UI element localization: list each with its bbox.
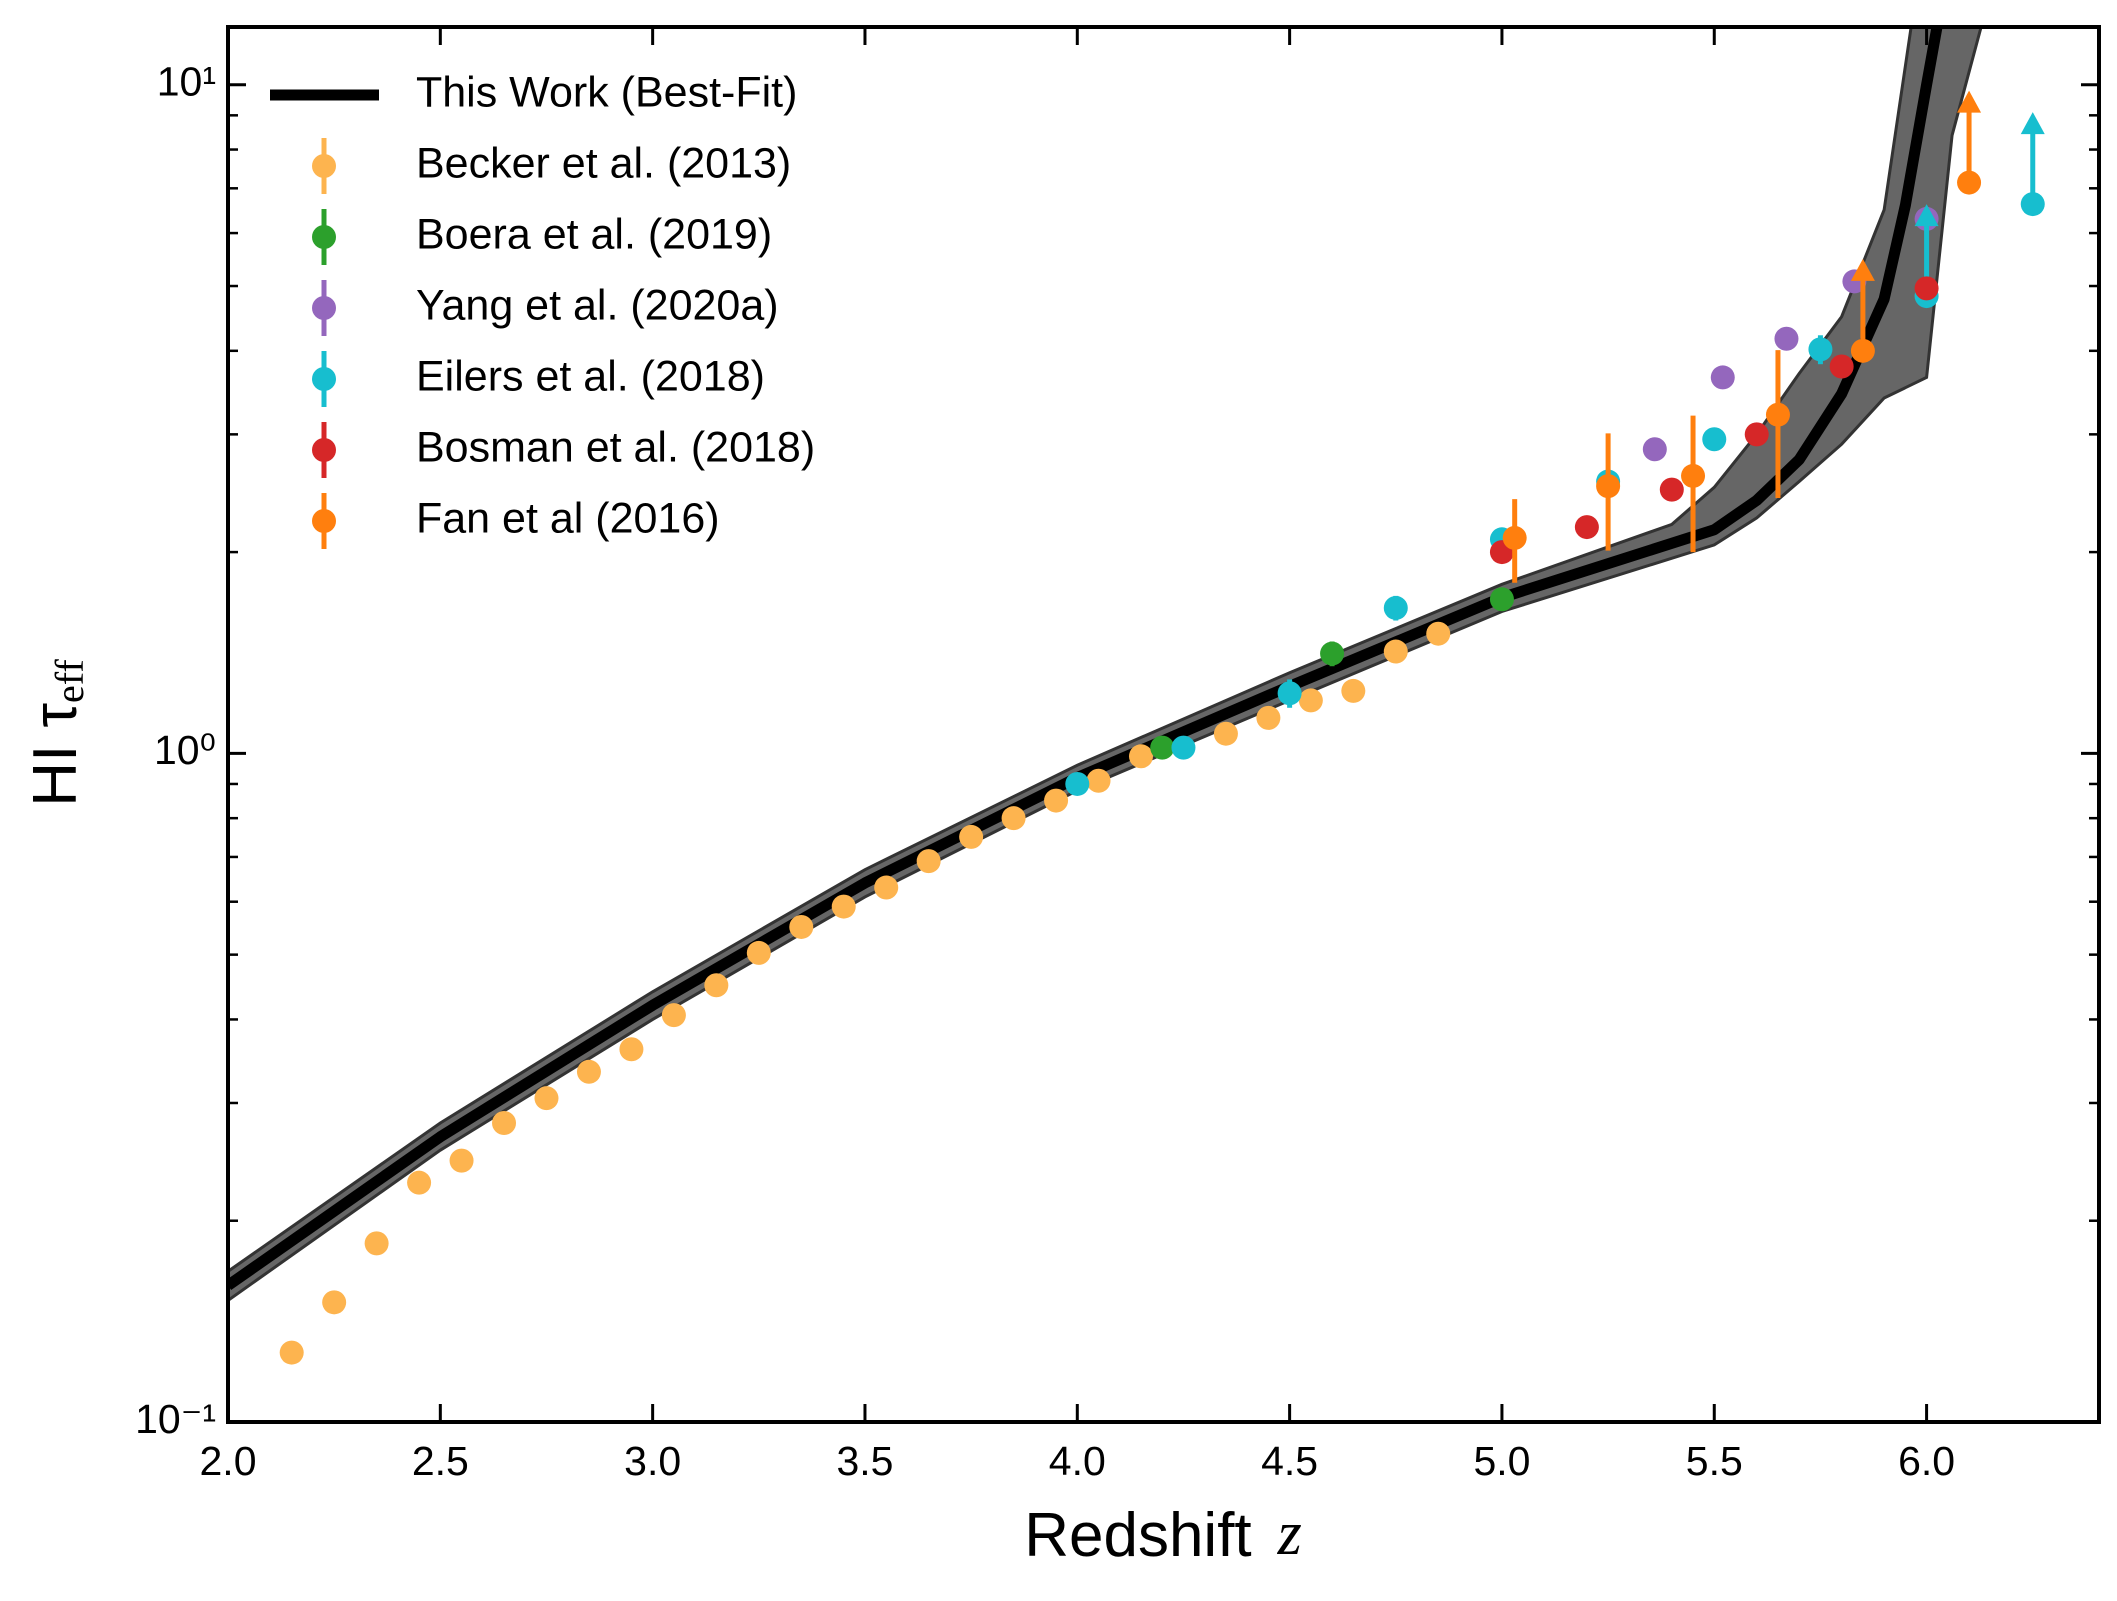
data-point [746, 940, 771, 965]
data-point [1150, 735, 1175, 760]
data-point [1086, 768, 1111, 793]
data-point [1502, 525, 1527, 550]
data-point [407, 1170, 432, 1195]
data-point [1213, 721, 1238, 746]
data-point [1044, 788, 1069, 813]
data-point [874, 875, 899, 900]
data-point [2020, 192, 2045, 217]
arrow-head [1914, 204, 1939, 227]
data-point [789, 914, 814, 939]
data-point [1957, 170, 1982, 195]
data-point [1681, 463, 1706, 488]
x-tick-label: 3.0 [624, 1438, 681, 1484]
legend-marker [312, 154, 336, 178]
data-point [1744, 422, 1769, 447]
x-tick-label: 6.0 [1898, 1438, 1955, 1484]
arrow-head [1957, 90, 1982, 113]
data-point [959, 824, 984, 849]
data-point [619, 1037, 644, 1062]
data-point [449, 1148, 474, 1173]
plot-frame [226, 25, 2101, 1424]
data-point [534, 1086, 559, 1111]
x-tick-label: 4.0 [1049, 1438, 1106, 1484]
legend-label: Becker et al. (2013) [416, 139, 791, 187]
x-tick-label: 5.0 [1473, 1438, 1530, 1484]
legend-label: Bosman et al. (2018) [416, 423, 815, 471]
data-point [1277, 681, 1302, 706]
arrow-head [2020, 112, 2045, 135]
x-tick-label: 5.5 [1686, 1438, 1743, 1484]
data-point [831, 894, 856, 919]
data-point [1171, 735, 1196, 760]
data-point [1383, 639, 1408, 664]
data-point [1829, 354, 1854, 379]
data-point [1710, 365, 1735, 390]
data-point [1850, 338, 1875, 363]
data-point [1298, 688, 1323, 713]
data-point [1426, 621, 1451, 646]
y-tick-label: 10⁰ [154, 727, 216, 773]
data-point [704, 973, 729, 998]
x-tick-label: 4.5 [1261, 1438, 1318, 1484]
data-point [1001, 806, 1026, 831]
data-point [279, 1340, 304, 1365]
legend-label: This Work (Best-Fit) [416, 68, 797, 116]
data-point [1659, 477, 1684, 502]
lower-limit-arrow [2020, 112, 2045, 205]
legend-marker [312, 438, 336, 462]
lower-limit-arrow [1957, 90, 1982, 183]
legend-marker [312, 225, 336, 249]
legend-marker [312, 509, 336, 533]
data-point [1914, 276, 1939, 301]
data-point [1383, 595, 1408, 620]
legend-label: Eilers et al. (2018) [416, 352, 765, 400]
y-axis-label: HI τeff [21, 659, 92, 807]
x-axis-label: Redshift z [1024, 1500, 1302, 1570]
data-point [1489, 587, 1514, 612]
data-point [364, 1231, 389, 1256]
data-point [1702, 427, 1727, 452]
x-label-text: Redshift [1024, 1501, 1251, 1570]
x-tick-label: 2.0 [200, 1438, 257, 1484]
data-point [1574, 515, 1599, 540]
data-point [1341, 678, 1366, 703]
data-point [1596, 474, 1621, 499]
best-fit-line [228, 27, 1943, 1291]
legend-marker [312, 296, 336, 320]
data-point [1774, 326, 1799, 351]
legend-marker [312, 367, 336, 391]
data-point [576, 1059, 601, 1084]
x-tick-label: 3.5 [836, 1438, 893, 1484]
legend-label: Yang et al. (2020a) [416, 281, 779, 329]
data-point [1320, 641, 1345, 666]
y-label-sub: eff [47, 659, 92, 703]
data-point [916, 849, 941, 874]
data-point [661, 1003, 686, 1028]
x-tick-label: 2.5 [412, 1438, 469, 1484]
data-point [1065, 771, 1090, 796]
confidence-band [228, 27, 1983, 1303]
plot-area [228, 27, 2045, 1365]
data-point [492, 1111, 517, 1136]
x-label-var: z [1277, 1500, 1302, 1568]
data-point [1808, 337, 1833, 362]
data-point [1765, 402, 1790, 427]
legend-label: Boera et al. (2019) [416, 210, 772, 258]
arrow-head [1850, 258, 1875, 281]
legend-label: Fan et al (2016) [416, 494, 720, 542]
y-label-text: HI τ [21, 703, 90, 807]
legend: This Work (Best-Fit) Becker et al. (2013)… [270, 68, 815, 549]
data-point [1128, 744, 1153, 769]
y-tick-label: 10¹ [157, 59, 216, 105]
data-point [322, 1290, 347, 1315]
lower-limit-arrow [1850, 258, 1875, 351]
data-point [1256, 705, 1281, 730]
data-point [1642, 437, 1667, 462]
y-tick-label: 10⁻¹ [135, 1396, 216, 1442]
